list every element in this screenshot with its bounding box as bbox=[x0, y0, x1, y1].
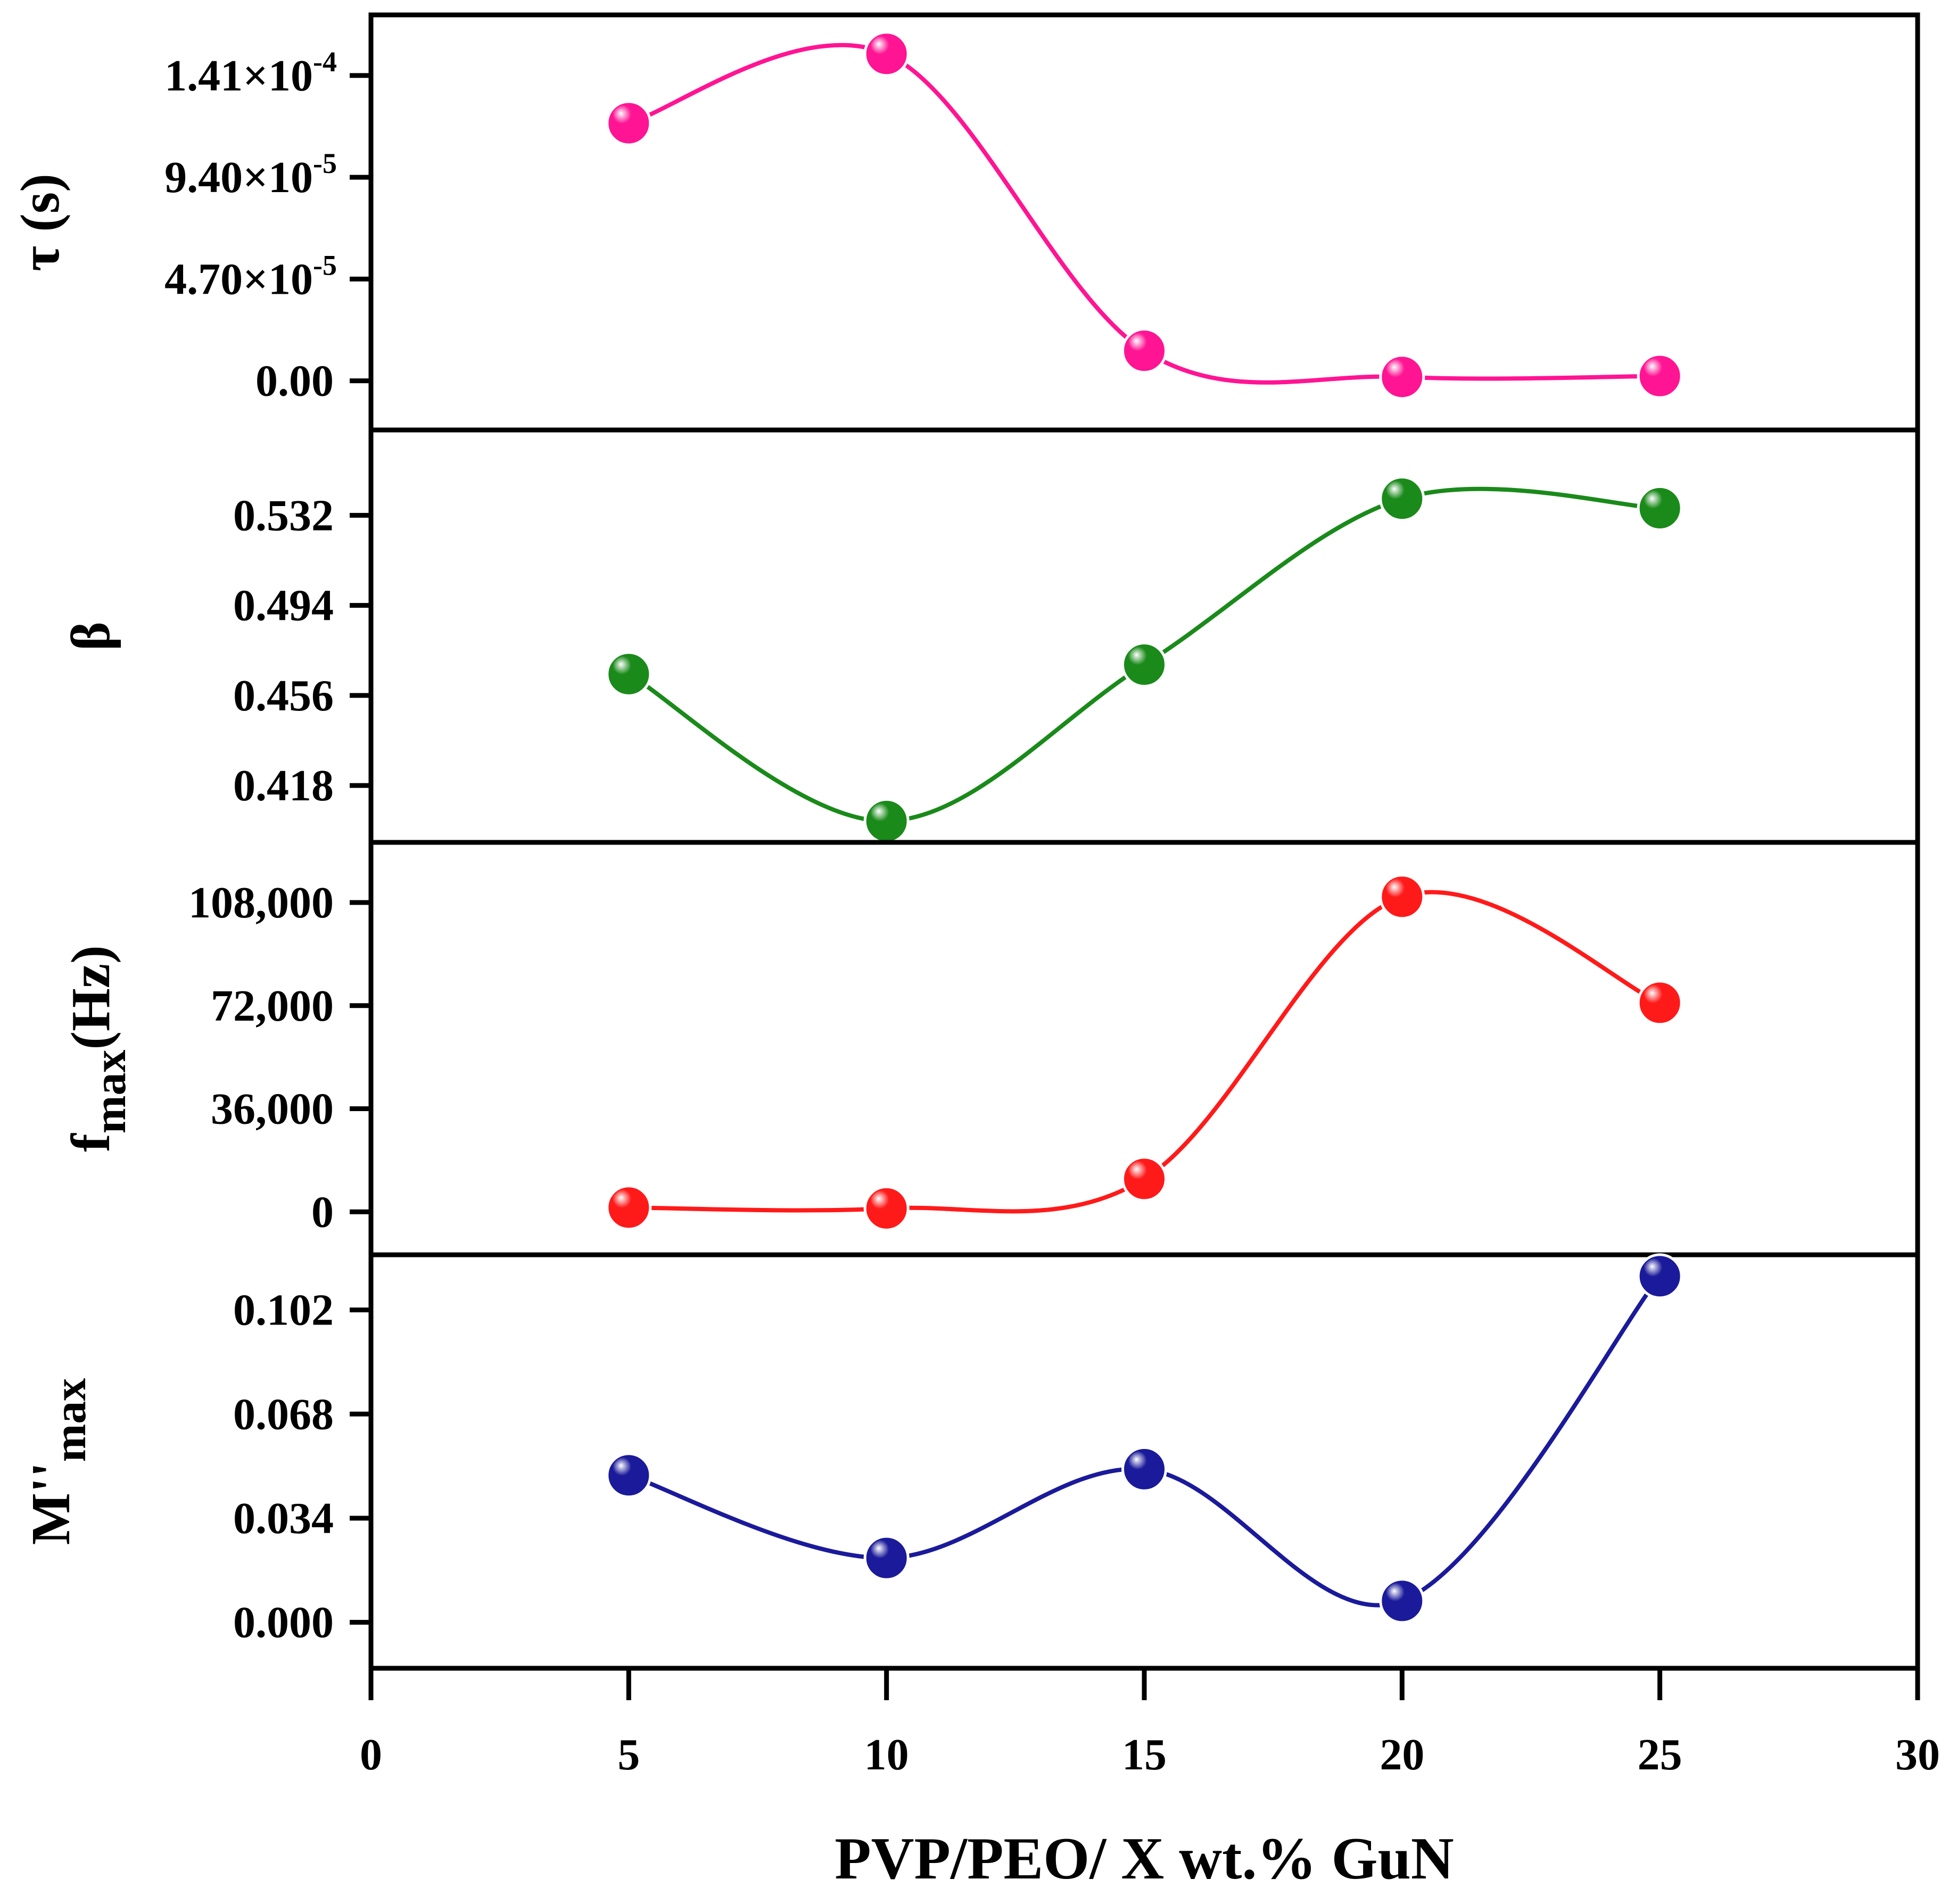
y-axis-title-fmax: fmax(Hz) bbox=[60, 945, 135, 1152]
y-tick-label-fmax-1: 36,000 bbox=[211, 1085, 334, 1134]
y-tick-label-beta-2: 0.494 bbox=[233, 581, 334, 631]
data-point-beta-0 bbox=[606, 651, 652, 697]
panel-mmax: 0.000 0.034 0.068 0.102 M''max bbox=[20, 1252, 1920, 1671]
x-tick-label-0: 0 bbox=[360, 1730, 382, 1779]
y-tick-label-beta-1: 0.456 bbox=[233, 671, 334, 721]
data-point-mmax-1 bbox=[863, 1535, 910, 1581]
data-point-mmax-4 bbox=[1637, 1253, 1683, 1299]
y-axis-title-beta: β bbox=[60, 622, 121, 651]
panel-beta: 0.418 0.456 0.494 0.532 β bbox=[60, 427, 1920, 845]
data-point-tau-4 bbox=[1637, 353, 1683, 399]
y-tick-label-fmax-0: 0 bbox=[311, 1187, 334, 1237]
x-tick-label-2: 10 bbox=[864, 1730, 909, 1779]
x-axis-title: PVP/PEO/ X wt.% GuN bbox=[835, 1826, 1454, 1892]
y-tick-label-tau-2: 9.40×10-5 bbox=[164, 147, 337, 202]
data-point-beta-2 bbox=[1121, 641, 1167, 688]
y-tick-label-mmax-0: 0.000 bbox=[233, 1598, 334, 1648]
x-tick-label-6: 30 bbox=[1895, 1730, 1940, 1779]
data-point-tau-3 bbox=[1379, 354, 1425, 400]
y-tick-label-beta-0: 0.418 bbox=[233, 761, 334, 810]
data-point-fmax-1 bbox=[863, 1185, 910, 1231]
data-point-mmax-0 bbox=[606, 1452, 652, 1499]
x-tick-label-4: 20 bbox=[1380, 1730, 1424, 1779]
panel-frame-beta bbox=[368, 427, 1920, 845]
data-point-tau-0 bbox=[606, 100, 652, 146]
data-point-beta-4 bbox=[1637, 485, 1683, 531]
series-line-mmax bbox=[628, 1274, 1662, 1608]
data-point-mmax-2 bbox=[1121, 1446, 1167, 1492]
y-tick-label-mmax-1: 0.034 bbox=[233, 1494, 334, 1543]
y-tick-label-mmax-2: 0.068 bbox=[233, 1389, 334, 1439]
data-point-mmax-3 bbox=[1379, 1578, 1425, 1624]
y-tick-label-tau-0: 0.00 bbox=[255, 357, 334, 406]
x-tick-label-5: 25 bbox=[1638, 1730, 1682, 1779]
y-tick-label-mmax-3: 0.102 bbox=[233, 1286, 334, 1335]
data-point-fmax-0 bbox=[606, 1185, 652, 1231]
data-point-fmax-3 bbox=[1379, 874, 1425, 920]
data-point-tau-1 bbox=[863, 31, 910, 77]
data-point-fmax-2 bbox=[1121, 1156, 1167, 1202]
data-point-fmax-4 bbox=[1637, 980, 1683, 1026]
y-axis-title-tau: τ (s) bbox=[10, 173, 71, 271]
series-line-fmax bbox=[629, 890, 1661, 1214]
y-tick-label-beta-3: 0.532 bbox=[233, 491, 334, 540]
y-axis-title-mmax: M''max bbox=[20, 1378, 95, 1545]
panel-fmax: 0 36,000 72,000 108,000 fmax(Hz) bbox=[60, 840, 1920, 1257]
data-point-beta-3 bbox=[1379, 476, 1425, 522]
series-line-tau bbox=[628, 43, 1660, 385]
data-point-tau-2 bbox=[1121, 328, 1167, 374]
y-tick-label-tau-3: 1.41×10-4 bbox=[164, 46, 337, 101]
x-tick-label-1: 5 bbox=[617, 1730, 640, 1779]
y-tick-label-fmax-2: 72,000 bbox=[211, 981, 334, 1031]
y-tick-label-tau-1: 4.70×10-5 bbox=[164, 249, 337, 304]
data-point-beta-1 bbox=[863, 798, 910, 844]
x-tick-label-3: 15 bbox=[1122, 1730, 1167, 1779]
y-tick-label-fmax-3: 108,000 bbox=[188, 878, 334, 928]
panel-tau: 0.00 4.70×10-5 9.40×10-5 1.41×10-4 τ (s) bbox=[10, 12, 1920, 433]
